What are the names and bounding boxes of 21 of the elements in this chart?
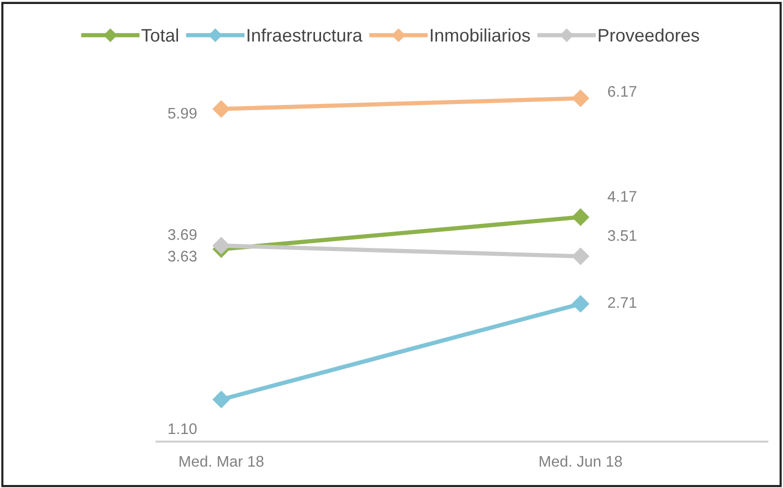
legend-label: Inmobiliarios xyxy=(430,28,530,42)
data-label: 6.17 xyxy=(608,86,636,97)
point xyxy=(572,208,590,226)
legend-label: Proveedores xyxy=(598,28,700,42)
data-label: 5.99 xyxy=(168,108,197,119)
data-label: 3.51 xyxy=(608,230,636,241)
x-tick-label: Med. Jun 18 xyxy=(540,456,622,467)
data-label: 1.10 xyxy=(168,423,197,434)
point xyxy=(572,90,590,107)
data-label: 2.71 xyxy=(608,297,636,308)
x-tick-label: Med. Mar 18 xyxy=(180,456,264,467)
point xyxy=(212,100,230,118)
point xyxy=(212,390,230,408)
point xyxy=(212,237,230,254)
data-label: 4.17 xyxy=(608,191,636,202)
point xyxy=(572,295,590,312)
legend-label: Infraestructura xyxy=(248,28,362,42)
data-label: 3.69 xyxy=(168,229,197,240)
legend-label: Total xyxy=(141,28,178,42)
point xyxy=(572,248,590,265)
data-label: 3.63 xyxy=(168,250,197,262)
